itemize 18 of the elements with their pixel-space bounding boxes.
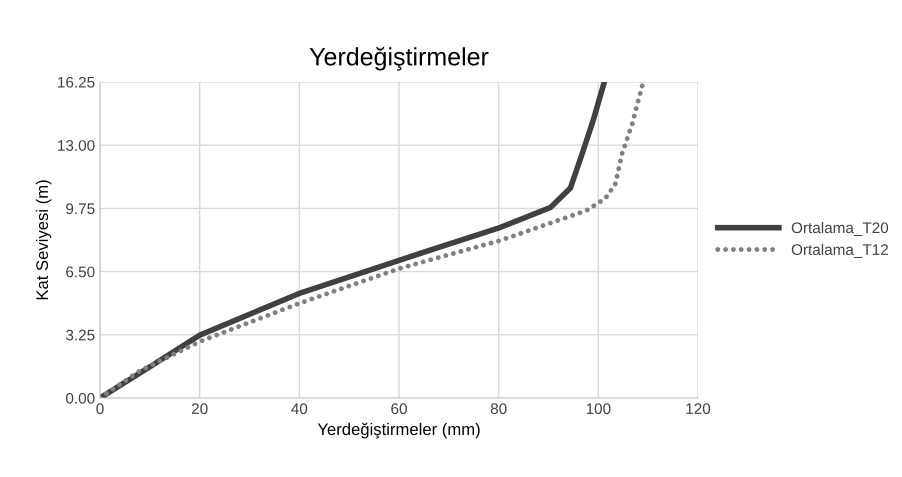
x-tick-label: 0 [96,403,104,414]
x-axis-title: Yerdeğiştirmeler (mm) [318,422,480,438]
chart-title: Yerdeğiştirmeler [310,46,488,71]
x-tick-label: 60 [391,403,407,414]
y-tick-label: 13.00 [58,140,95,151]
x-tick-label: 100 [586,403,610,414]
x-tick-label: 20 [192,403,208,414]
x-tick-label: 80 [490,403,507,414]
x-tick-label: 40 [291,403,308,414]
y-tick-label: 6.50 [66,266,95,278]
y-tick-label: 16.25 [58,76,94,88]
x-tick-label: 120 [686,403,710,414]
y-tick-label: 0.00 [66,392,95,404]
legend-label: Ortalama_T12 [792,244,888,258]
y-tick-label: 3.25 [66,330,94,340]
y-tick-label: 9.75 [66,203,94,214]
legend-label: Ortalama_T20 [792,222,888,236]
y-axis-title: Kat Seviyesi (m) [36,180,52,300]
